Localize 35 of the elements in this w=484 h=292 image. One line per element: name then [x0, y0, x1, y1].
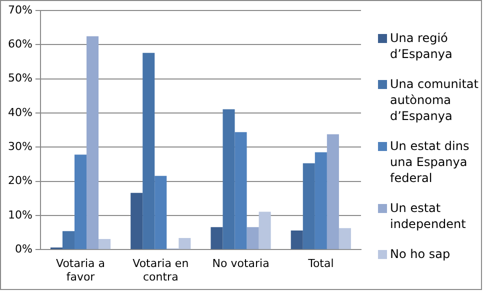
y-tick-label: 20% — [8, 174, 32, 188]
bar — [62, 231, 75, 250]
bar — [222, 109, 235, 250]
x-tick-label: Votaria a favor — [56, 257, 106, 284]
bar — [326, 134, 339, 250]
y-tick-label: 50% — [8, 72, 32, 85]
x-tick-label: Total — [307, 257, 334, 270]
y-tick-label: 40% — [8, 106, 32, 119]
legend-label: Un estat independent — [390, 200, 467, 232]
y-tick-label: 10% — [8, 208, 32, 222]
bar — [246, 227, 259, 250]
bar — [210, 227, 223, 250]
bar — [258, 212, 271, 250]
legend-label: No ho sap — [390, 246, 450, 262]
bar — [142, 52, 155, 250]
legend-label: Una comunitat autònoma d’Espanya — [390, 76, 480, 124]
y-tick-label: 60% — [8, 38, 32, 51]
bar — [234, 132, 247, 250]
bar — [338, 228, 351, 250]
bar — [98, 239, 111, 250]
bar — [86, 36, 99, 250]
x-tick-label: Votaria en contra — [132, 257, 189, 284]
bar — [178, 238, 191, 250]
bar — [314, 152, 327, 250]
bar — [74, 154, 87, 250]
bar — [290, 230, 303, 250]
bar — [154, 176, 167, 250]
legend-label: Un estat dins una Espanya federal — [390, 138, 470, 186]
y-tick-label: 30% — [8, 140, 32, 154]
legend-label: Una regió d’Espanya — [390, 30, 454, 62]
x-tick-label: No votaria — [212, 257, 270, 270]
y-tick-label: 70% — [8, 3, 32, 16]
y-tick-label: 0% — [14, 242, 32, 256]
bar — [130, 192, 143, 250]
bar — [302, 163, 315, 250]
